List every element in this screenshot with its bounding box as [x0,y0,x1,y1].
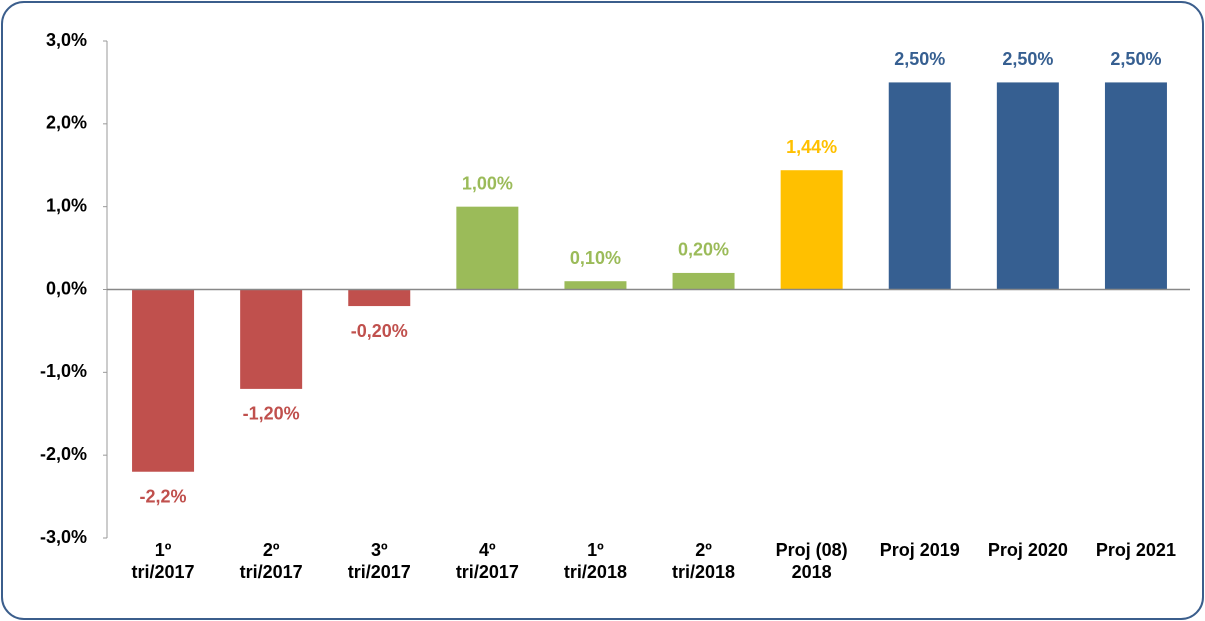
bar [456,206,519,290]
x-tick-label: 1º [155,540,172,560]
y-tick-label: 2,0% [46,113,87,133]
bar [132,289,195,472]
y-tick-label: -3,0% [40,527,87,547]
value-label: 1,00% [462,173,513,193]
x-tick-label: 4º [479,540,496,560]
bar [672,272,735,290]
x-tick-label: Proj 2021 [1096,540,1176,560]
x-tick-label: 1º [587,540,604,560]
value-label: 2,50% [1002,49,1053,69]
x-tick-label: tri/2017 [132,562,195,582]
value-label: -1,20% [243,404,300,424]
y-tick-label: -2,0% [40,444,87,464]
value-label: 0,20% [678,240,729,260]
x-tick-label: Proj 2019 [880,540,960,560]
x-tick-label: tri/2017 [240,562,303,582]
y-tick-label: 1,0% [46,195,87,215]
bar [996,82,1059,290]
x-tick-label: Proj (08) [776,540,848,560]
x-tick-label: 2º [695,540,712,560]
value-label: -0,20% [351,321,408,341]
value-label: 2,50% [894,49,945,69]
y-tick-label: -1,0% [40,361,87,381]
x-tick-label: tri/2017 [348,562,411,582]
bar [564,281,627,290]
value-label: 0,10% [570,248,621,268]
x-tick-label: tri/2017 [456,562,519,582]
value-label: -2,2% [140,486,187,506]
y-tick-label: 0,0% [46,278,87,298]
x-tick-label: tri/2018 [672,562,735,582]
x-tick-label: tri/2018 [564,562,627,582]
bar [780,170,843,290]
x-tick-label: 2º [263,540,280,560]
bar [888,82,951,290]
x-tick-label: Proj 2020 [988,540,1068,560]
bar [348,289,411,307]
x-tick-label: 2018 [792,562,832,582]
bar [1104,82,1167,290]
x-tick-label: 3º [371,540,388,560]
value-label: 1,44% [786,137,837,157]
y-tick-label: 3,0% [46,30,87,50]
value-label: 2,50% [1110,49,1161,69]
bar [240,289,303,389]
